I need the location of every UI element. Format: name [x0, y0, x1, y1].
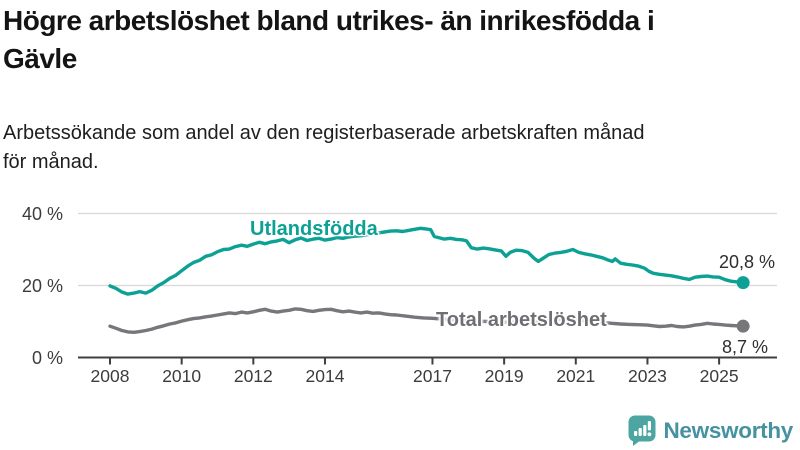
x-tick-label: 2025: [699, 366, 739, 386]
series-line-utlandsfodda: [108, 226, 745, 296]
newsworthy-logo[interactable]: Newsworthy: [628, 415, 793, 446]
series-label-total-arbetsloshet: Total arbetslöshet: [436, 309, 607, 331]
x-tick-label: 2014: [305, 366, 345, 386]
y-tick-label: 40 %: [21, 203, 63, 224]
logo-text: Newsworthy: [663, 417, 793, 443]
x-tick-label: 2008: [90, 366, 130, 386]
page-title: Högre arbetslöshet bland utrikes- än inr…: [3, 5, 655, 74]
end-value-label-utlandsfodda: 20,8 %: [718, 252, 775, 272]
x-tick-label: 2021: [556, 366, 596, 386]
chart-subtitle: Arbetssökande som andel av den registerb…: [3, 122, 645, 173]
series-line-total: [108, 307, 745, 334]
x-tick-label: 2017: [413, 366, 452, 386]
y-tick-label: 0 %: [31, 347, 63, 368]
x-tick-label: 2023: [627, 366, 667, 386]
newsworthy-speech-bubble-bar-chart-icon: [628, 415, 656, 446]
x-tick-label: 2012: [233, 366, 273, 386]
series-end-dot-utlandsfodda: [736, 276, 750, 290]
end-value-label-total: 8,7 %: [721, 337, 768, 357]
y-tick-label: 20 %: [21, 275, 63, 296]
x-tick-label: 2019: [484, 366, 524, 386]
series-label-utlandsfodda: Utlandsfödda: [250, 218, 378, 240]
series-end-dot-total: [736, 319, 750, 333]
x-tick-label: 2010: [162, 366, 202, 386]
